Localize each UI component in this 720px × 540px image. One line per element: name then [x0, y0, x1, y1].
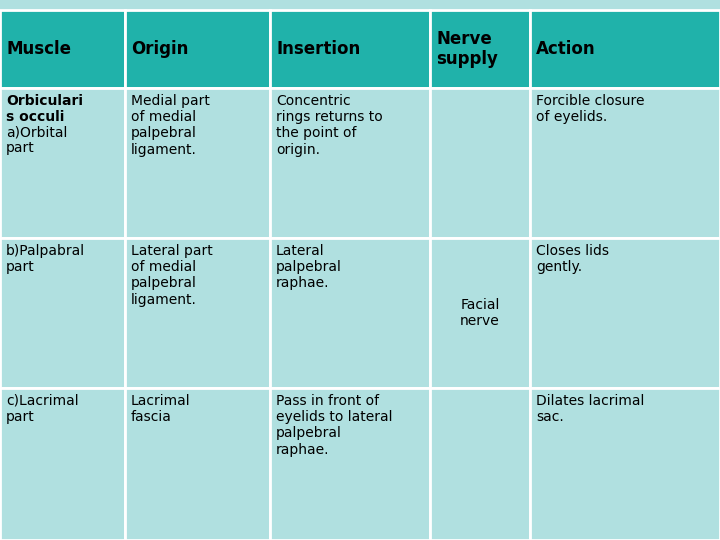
Text: Muscle: Muscle	[6, 40, 71, 58]
Bar	[530, 10, 720, 88]
Text: Nerve
supply: Nerve supply	[436, 30, 498, 69]
Bar	[530, 238, 720, 388]
Text: Insertion: Insertion	[276, 40, 360, 58]
Bar	[0, 10, 125, 88]
Text: a)Orbital
part: a)Orbital part	[6, 125, 68, 155]
Text: Medial part
of medial
palpebral
ligament.: Medial part of medial palpebral ligament…	[131, 94, 210, 157]
Bar	[270, 238, 430, 388]
Bar	[530, 388, 720, 540]
Bar	[0, 388, 125, 540]
Bar	[125, 10, 270, 88]
Text: Facial
nerve: Facial nerve	[460, 298, 500, 328]
Text: Closes lids
gently.: Closes lids gently.	[536, 244, 609, 274]
Bar	[430, 238, 530, 388]
Text: Forcible closure
of eyelids.: Forcible closure of eyelids.	[536, 94, 644, 124]
Text: c)Lacrimal
part: c)Lacrimal part	[6, 394, 78, 424]
Text: Lateral
palpebral
raphae.: Lateral palpebral raphae.	[276, 244, 342, 291]
Text: Lacrimal
fascia: Lacrimal fascia	[131, 394, 191, 424]
Text: Origin: Origin	[131, 40, 189, 58]
Bar	[430, 10, 530, 88]
Bar	[0, 238, 125, 388]
Bar	[0, 88, 125, 238]
Text: b)Palpabral
part: b)Palpabral part	[6, 244, 85, 274]
Text: Orbiculari
s occuli: Orbiculari s occuli	[6, 94, 83, 124]
Text: Pass in front of
eyelids to lateral
palpebral
raphae.: Pass in front of eyelids to lateral palp…	[276, 394, 392, 457]
Bar	[270, 10, 430, 88]
Text: Concentric
rings returns to
the point of
origin.: Concentric rings returns to the point of…	[276, 94, 383, 157]
Text: Lateral part
of medial
palpebral
ligament.: Lateral part of medial palpebral ligamen…	[131, 244, 212, 307]
Bar	[430, 88, 530, 238]
Bar	[430, 388, 530, 540]
Bar	[125, 88, 270, 238]
Bar	[270, 388, 430, 540]
Bar	[125, 388, 270, 540]
Bar	[125, 238, 270, 388]
Text: Action: Action	[536, 40, 595, 58]
Bar	[270, 88, 430, 238]
Text: Dilates lacrimal
sac.: Dilates lacrimal sac.	[536, 394, 644, 424]
Bar	[530, 88, 720, 238]
